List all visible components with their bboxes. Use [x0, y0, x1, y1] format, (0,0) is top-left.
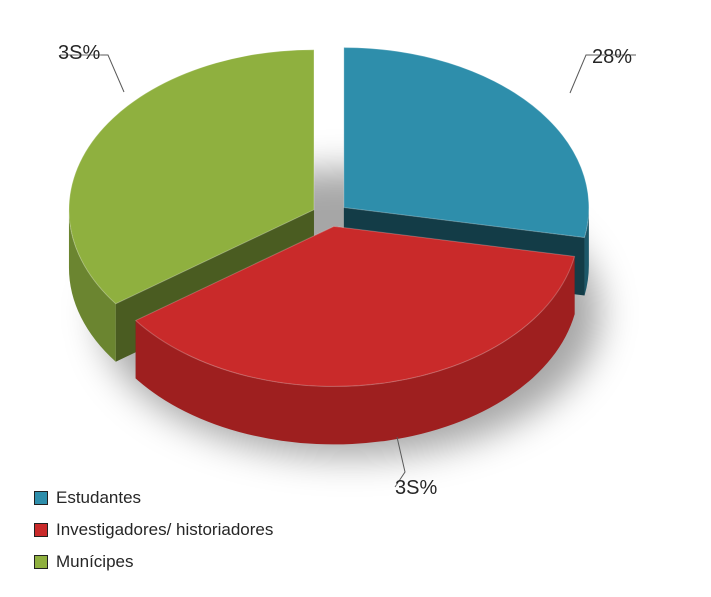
slice-label-0: 28% — [592, 46, 632, 69]
legend-swatch-1 — [34, 523, 48, 537]
legend: Estudantes Investigadores/ historiadores… — [34, 483, 273, 579]
legend-swatch-0 — [34, 491, 48, 505]
legend-text-1: Investigadores/ historiadores — [56, 515, 273, 545]
legend-item-0: Estudantes — [34, 483, 273, 513]
legend-item-1: Investigadores/ historiadores — [34, 515, 273, 545]
slice-label-1: 3S% — [395, 477, 437, 500]
legend-swatch-2 — [34, 555, 48, 569]
slice-label-2: 3S% — [58, 42, 100, 65]
pie-chart-3d: 28% 3S% 3S% Estudantes Investigadores/ h… — [0, 0, 711, 597]
legend-text-2: Munícipes — [56, 547, 133, 577]
legend-item-2: Munícipes — [34, 547, 273, 577]
legend-text-0: Estudantes — [56, 483, 141, 513]
